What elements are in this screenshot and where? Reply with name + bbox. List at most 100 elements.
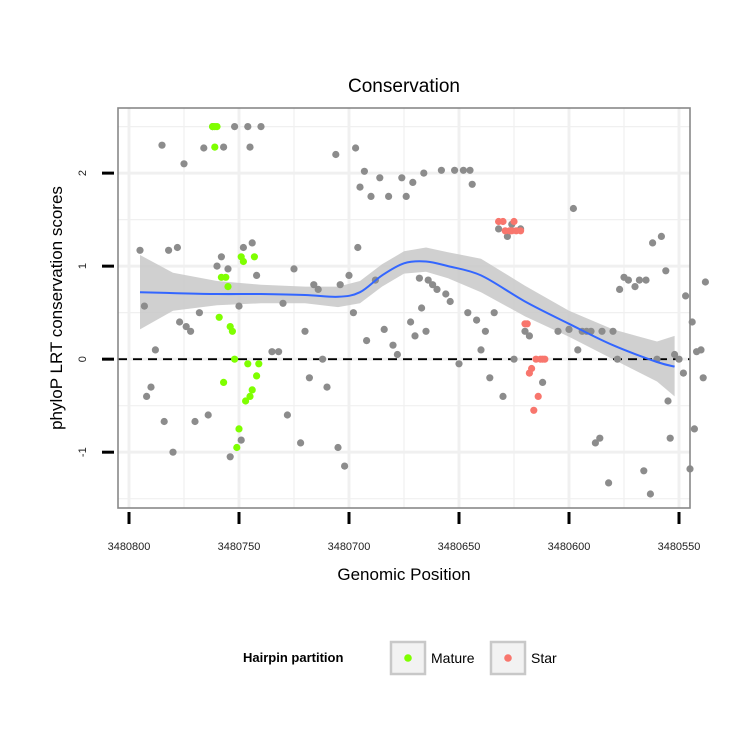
data-point-other [466, 166, 474, 174]
data-point-other [446, 297, 454, 306]
data-point-mature [242, 397, 250, 405]
legend-dot-mature [404, 654, 412, 662]
data-point-other [418, 304, 426, 312]
data-point-mature [231, 355, 239, 363]
data-point-other [165, 246, 173, 254]
data-point-other [510, 355, 518, 363]
data-point-other [319, 355, 327, 363]
data-point-other [204, 411, 212, 419]
data-point-other [521, 327, 529, 335]
x-tick-label: 3480650 [438, 541, 481, 553]
data-point-other [173, 243, 181, 252]
smooth-curve [139, 260, 675, 368]
data-point-mature [213, 123, 221, 131]
data-point-mature [255, 360, 263, 368]
data-point-star [528, 364, 536, 373]
data-point-other [631, 283, 639, 291]
chart-title: Conservation [348, 76, 460, 97]
data-point-other [424, 276, 432, 284]
data-point-other [290, 265, 298, 273]
x-tick-label: 3480550 [658, 541, 701, 553]
data-point-other [332, 150, 340, 159]
data-point-other [239, 243, 247, 252]
data-point-other [616, 285, 624, 293]
data-point-other [356, 183, 364, 191]
data-point-other [499, 392, 507, 400]
data-point-other [200, 144, 208, 152]
data-point-other [310, 281, 318, 289]
data-point-other [231, 123, 239, 131]
data-point-mature [215, 313, 223, 321]
data-point-other [354, 243, 362, 252]
data-point-other [345, 271, 353, 279]
data-point-other [187, 327, 195, 335]
data-point-other [490, 309, 498, 317]
data-point-mature [239, 257, 247, 266]
data-point-star [534, 392, 542, 400]
data-point-other [158, 141, 166, 149]
data-point-other [666, 434, 674, 442]
data-point-other [246, 143, 254, 151]
data-point-star [541, 355, 549, 363]
data-point-other [539, 378, 547, 386]
data-point-other [147, 383, 155, 391]
data-point-other [169, 448, 177, 456]
data-point-mature [224, 283, 232, 291]
data-point-other [664, 397, 672, 405]
data-point-other [217, 253, 225, 261]
data-point-mature [233, 443, 241, 452]
data-point-other [433, 285, 441, 293]
data-point-other [176, 318, 184, 326]
legend-title: Hairpin partition [243, 650, 343, 665]
data-point-other [180, 160, 188, 168]
data-point-other [646, 490, 655, 498]
data-point-other [143, 392, 151, 400]
data-point-other [598, 327, 606, 335]
data-point-other [649, 239, 657, 247]
data-point-star [530, 406, 538, 414]
y-tick-label: 1 [77, 263, 89, 269]
data-point-other [385, 192, 393, 200]
data-point-other [605, 479, 613, 487]
data-point-other [411, 332, 419, 340]
data-point-other [671, 350, 679, 359]
data-point-other [195, 309, 203, 317]
data-point-other [679, 369, 688, 377]
data-point-other [314, 285, 322, 293]
data-point-other [468, 180, 476, 188]
data-point-other [701, 278, 710, 286]
data-point-other [486, 374, 494, 382]
data-point-other [151, 346, 159, 354]
data-point-star [523, 320, 531, 328]
data-point-other [237, 436, 245, 444]
grid-lines [118, 108, 690, 508]
legend-key-star [489, 640, 527, 676]
data-point-other [253, 271, 261, 279]
data-point-other [609, 327, 617, 335]
x-axis-title: Genomic Position [337, 565, 470, 584]
data-point-other [248, 239, 256, 247]
data-point-star [517, 227, 525, 235]
data-point-other [429, 281, 437, 289]
data-point-mature [248, 386, 256, 394]
data-point-other [140, 302, 148, 310]
data-point-other [349, 309, 357, 317]
y-axis-title: phyloP LRT conservation scores [47, 186, 66, 430]
data-point-other [682, 292, 690, 300]
panel-border-rect [117, 107, 691, 509]
data-point-other [657, 232, 666, 240]
confidence-band-area [140, 247, 675, 397]
data-point-other [305, 374, 313, 382]
smooth-line [139, 260, 675, 368]
data-point-other [224, 265, 232, 273]
data-point-other [437, 166, 445, 174]
data-point-mature [220, 378, 228, 386]
data-point-other [565, 325, 573, 333]
x-tick-label: 3480700 [328, 541, 371, 553]
legend: Hairpin partition Mature Star [243, 640, 557, 676]
axes: 3480800 3480750 3480700 3480650 3480600 34805… [77, 170, 700, 553]
data-point-other [642, 276, 650, 284]
data-point-other [136, 246, 144, 254]
data-point-other [675, 355, 683, 363]
data-point-other [182, 323, 190, 331]
